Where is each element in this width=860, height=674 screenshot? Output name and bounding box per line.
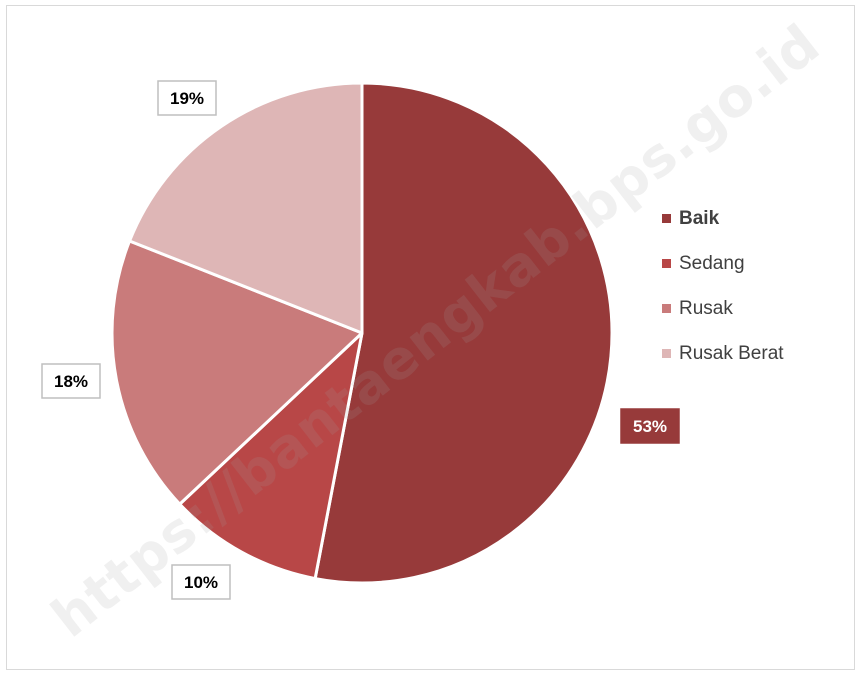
- legend-label-baik: Baik: [679, 207, 720, 229]
- chart-legend: Baik Sedang Rusak Rusak Berat: [662, 196, 784, 376]
- legend-swatch-sedang: [662, 259, 671, 268]
- pie-data-labels: 53% 10% 18% 19%: [41, 80, 680, 600]
- pie-slice-rusak-berat: [128, 81, 364, 335]
- data-label-rusak-berat: 19%: [157, 80, 217, 116]
- data-label-box-sedang: [171, 564, 231, 600]
- legend-swatch-rusak-berat: [662, 349, 671, 358]
- legend-item-rusak-berat: Rusak Berat: [662, 331, 784, 376]
- legend-swatch-baik: [662, 214, 671, 223]
- data-label-baik: 53%: [620, 408, 680, 444]
- data-label-box-baik: [620, 408, 680, 444]
- data-label-text-sedang: 10%: [184, 573, 218, 592]
- legend-label-sedang: Sedang: [679, 252, 745, 274]
- legend-item-rusak: Rusak: [662, 286, 784, 331]
- legend-item-baik: Baik: [662, 196, 784, 241]
- pie-slice-baik: [313, 81, 614, 585]
- legend-label-rusak-berat: Rusak Berat: [679, 342, 784, 364]
- pie-slice-sedang: [178, 331, 364, 581]
- data-label-text-baik: 53%: [633, 417, 667, 436]
- pie-slice-rusak: [110, 239, 364, 506]
- data-label-text-rusak: 18%: [54, 372, 88, 391]
- data-label-sedang: 10%: [171, 564, 231, 600]
- pie-slices: [110, 81, 614, 585]
- legend-label-rusak: Rusak: [679, 297, 733, 319]
- data-label-rusak: 18%: [41, 363, 101, 399]
- data-label-text-rusak-berat: 19%: [170, 89, 204, 108]
- data-label-box-rusak-berat: [157, 80, 217, 116]
- legend-item-sedang: Sedang: [662, 241, 784, 286]
- legend-swatch-rusak: [662, 304, 671, 313]
- data-label-box-rusak: [41, 363, 101, 399]
